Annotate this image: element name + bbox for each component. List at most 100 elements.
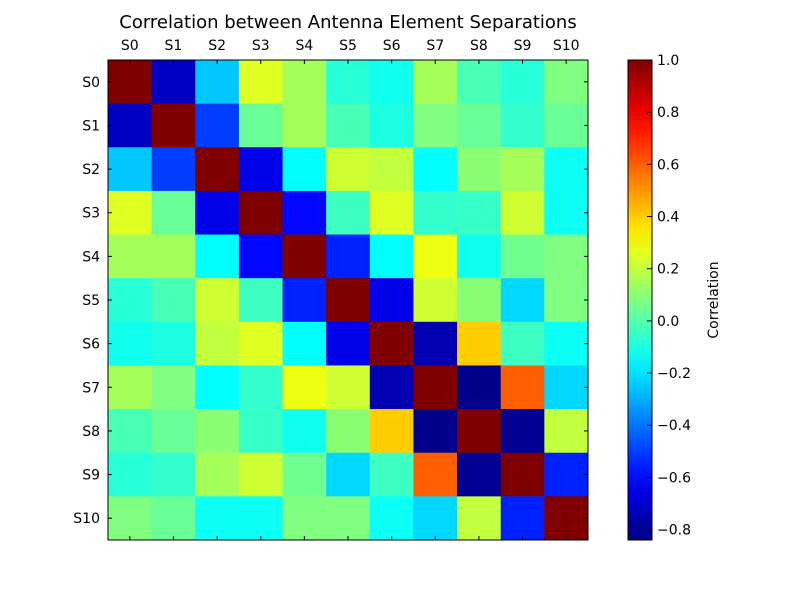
heatmap-cell bbox=[413, 496, 458, 541]
heatmap-cell bbox=[282, 147, 327, 192]
heatmap-cell bbox=[544, 147, 589, 192]
x-axis-ticks: S0 S1 S2 S3 S4 S5 S6 S7 S8 S9 S10 bbox=[121, 38, 580, 540]
heatmap-cell bbox=[413, 60, 458, 105]
y-tick-label: S8 bbox=[82, 424, 100, 440]
heatmap-cell bbox=[413, 234, 458, 279]
colorbar-ticks: −0.8 −0.6 −0.4 −0.2 0.0 0.2 0.4 0.6 0.8 1.0 bbox=[647, 53, 691, 539]
heatmap-cell bbox=[282, 496, 327, 541]
heatmap-cell bbox=[282, 365, 327, 410]
heatmap-cell bbox=[195, 452, 240, 497]
heatmap-cell bbox=[195, 103, 240, 148]
x-tick-label: S4 bbox=[295, 38, 313, 54]
colorbar-tick-label: 0.0 bbox=[657, 314, 679, 330]
heatmap-cell bbox=[457, 278, 502, 323]
heatmap-cell bbox=[500, 365, 545, 410]
y-tick-label: S10 bbox=[73, 511, 100, 527]
heatmap-cell bbox=[151, 496, 196, 541]
heatmap-cell bbox=[369, 190, 414, 236]
colorbar-tick-label: −0.6 bbox=[657, 470, 691, 486]
y-tick-label: S5 bbox=[82, 293, 100, 309]
heatmap-cell bbox=[108, 147, 153, 192]
y-tick-label: S1 bbox=[82, 118, 100, 134]
heatmap-cell bbox=[544, 496, 589, 541]
heatmap-cell bbox=[108, 190, 153, 236]
heatmap-cell bbox=[326, 278, 371, 323]
heatmap-cell bbox=[282, 452, 327, 497]
heatmap-cell bbox=[108, 452, 153, 497]
heatmap-cell bbox=[413, 147, 458, 192]
heatmap-cell bbox=[238, 190, 284, 236]
heatmap-cell bbox=[369, 321, 414, 366]
heatmap-cell bbox=[500, 278, 545, 323]
chart-title: Correlation between Antenna Element Sepa… bbox=[119, 12, 576, 33]
heatmap-cell bbox=[282, 278, 327, 323]
heatmap-cell bbox=[500, 321, 545, 366]
heatmap-cell bbox=[457, 60, 502, 105]
heatmap-cell bbox=[500, 496, 545, 541]
heatmap-cell bbox=[151, 190, 196, 236]
heatmap-cell bbox=[108, 278, 153, 323]
heatmap-cell bbox=[369, 365, 414, 410]
heatmap-cell bbox=[457, 321, 502, 366]
colorbar-tick-label: 0.8 bbox=[657, 105, 679, 121]
heatmap-cell bbox=[500, 234, 545, 279]
heatmap-cell bbox=[238, 103, 284, 148]
heatmap-cell bbox=[108, 365, 153, 410]
heatmap-cell bbox=[195, 409, 240, 454]
x-tick-label: S10 bbox=[553, 38, 580, 54]
heatmap-cell bbox=[282, 321, 327, 366]
colorbar-tick-label: −0.4 bbox=[657, 418, 691, 434]
heatmap-cell bbox=[457, 190, 502, 236]
heatmap-cell bbox=[238, 278, 284, 323]
heatmap-cell bbox=[457, 452, 502, 497]
heatmap-cell bbox=[544, 234, 589, 279]
heatmap-cell bbox=[326, 147, 371, 192]
heatmap-cell bbox=[544, 409, 589, 454]
heatmap-cell bbox=[369, 103, 414, 148]
heatmap-cell bbox=[413, 103, 458, 148]
colorbar-tick-label: 0.6 bbox=[657, 157, 679, 173]
heatmap-cell bbox=[500, 409, 545, 454]
heatmap-cell bbox=[238, 60, 284, 105]
heatmap-cell bbox=[457, 147, 502, 192]
heatmap-cell bbox=[326, 103, 371, 148]
heatmap-cell bbox=[151, 365, 196, 410]
heatmap-cell bbox=[326, 234, 371, 279]
heatmap-cell bbox=[326, 190, 371, 236]
heatmap-cell bbox=[369, 278, 414, 323]
heatmap-cell bbox=[151, 147, 196, 192]
x-tick-label: S7 bbox=[426, 38, 444, 54]
heatmap-cell bbox=[544, 452, 589, 497]
x-tick-label: S6 bbox=[383, 38, 401, 54]
x-tick-label: S8 bbox=[470, 38, 488, 54]
heatmap-cell bbox=[108, 60, 153, 105]
colorbar bbox=[627, 59, 653, 541]
heatmap-cell bbox=[326, 409, 371, 454]
colorbar-label: Correlation bbox=[706, 261, 722, 338]
heatmap-cell bbox=[500, 147, 545, 192]
heatmap-cell bbox=[108, 321, 153, 366]
heatmap-cell bbox=[369, 60, 414, 105]
heatmap-cell bbox=[544, 278, 589, 323]
heatmap-cell bbox=[151, 60, 196, 105]
heatmap-cell bbox=[282, 103, 327, 148]
heatmap-cell bbox=[500, 190, 545, 236]
heatmap-cell bbox=[151, 321, 196, 366]
heatmap-cell bbox=[151, 409, 196, 454]
heatmap-cell bbox=[544, 365, 589, 410]
heatmap-cell bbox=[151, 103, 196, 148]
heatmap-cell bbox=[108, 496, 153, 541]
y-tick-label: S4 bbox=[82, 249, 100, 265]
colorbar-tick-label: 0.4 bbox=[657, 210, 679, 226]
heatmap-cell bbox=[195, 365, 240, 410]
heatmap-cell bbox=[195, 496, 240, 541]
x-tick-label: S5 bbox=[339, 38, 357, 54]
heatmap-cell bbox=[282, 234, 327, 279]
y-tick-label: S3 bbox=[82, 206, 100, 222]
y-tick-label: S6 bbox=[82, 337, 100, 353]
heatmap-cell bbox=[544, 103, 589, 148]
heatmap-cell bbox=[195, 234, 240, 279]
heatmap-cell bbox=[369, 496, 414, 541]
heatmap-cell bbox=[369, 452, 414, 497]
